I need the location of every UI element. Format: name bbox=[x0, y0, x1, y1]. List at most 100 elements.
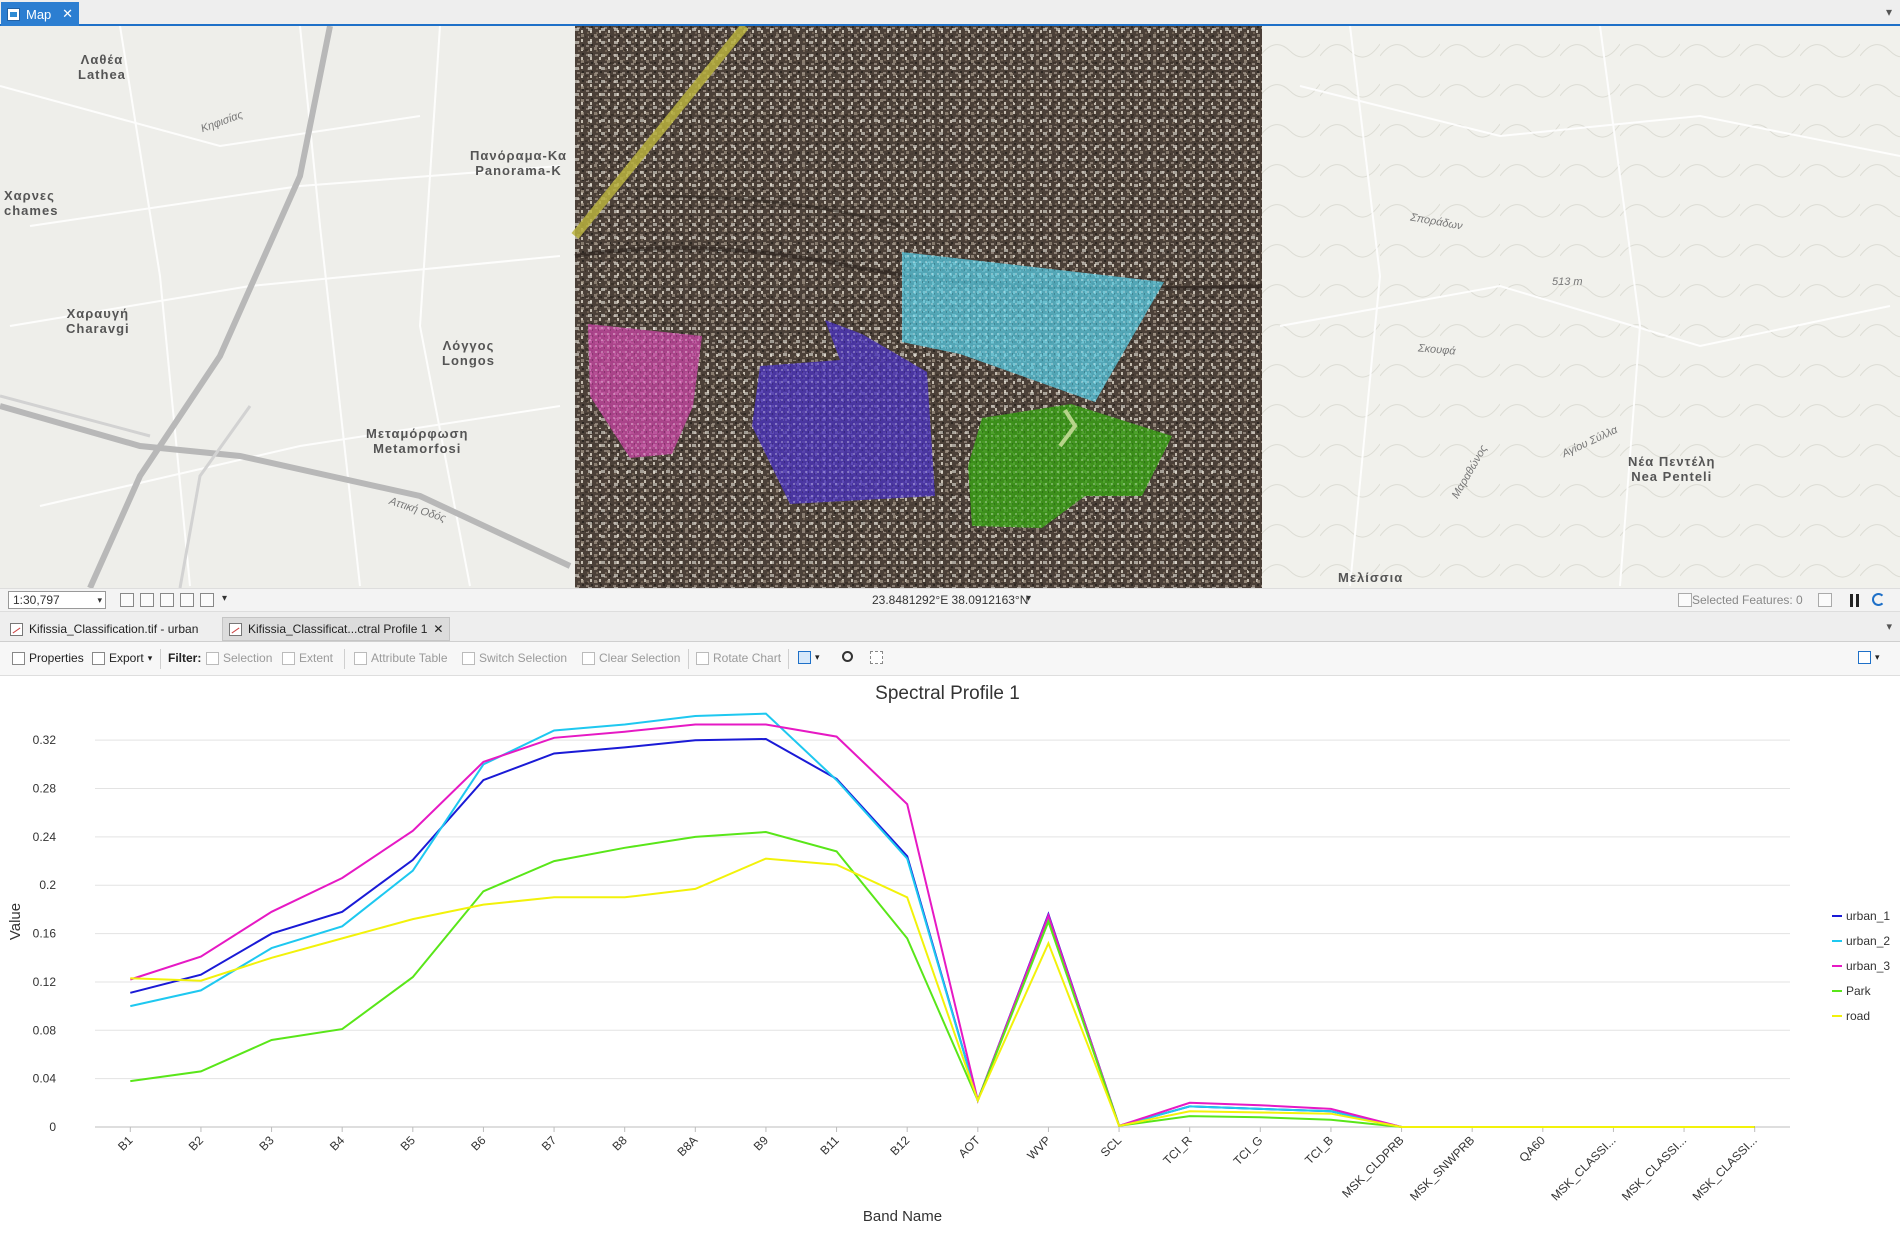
fixed-zoom-icon[interactable] bbox=[120, 593, 134, 607]
x-tick-label: B11 bbox=[817, 1133, 842, 1158]
place-label: Μεταμόρφωση Metamorfosi bbox=[366, 426, 469, 456]
y-tick-label: 0.32 bbox=[33, 733, 57, 747]
switch-selection-button[interactable]: Switch Selection bbox=[462, 651, 567, 665]
x-tick-label: B6 bbox=[468, 1133, 489, 1154]
tab-classification-chart[interactable]: Kifissia_Classification.tif - urban bbox=[4, 617, 204, 641]
toolbar-separator bbox=[160, 649, 161, 669]
x-axis-label: Band Name bbox=[863, 1208, 942, 1225]
selection-label: Selection bbox=[223, 651, 273, 665]
legend-entry: urban_1 bbox=[1846, 909, 1890, 923]
tab-map[interactable]: Map ✕ bbox=[1, 2, 79, 26]
zoom-in-button[interactable] bbox=[842, 651, 853, 662]
clear-selection-button[interactable]: Clear Selection bbox=[582, 651, 680, 665]
chart-toolbar: Properties Export ▾ Filter: Selection Ex… bbox=[0, 642, 1900, 676]
full-extent-icon bbox=[870, 651, 883, 664]
place-label: Χαραυγή Charavgi bbox=[66, 306, 130, 336]
crosshair-icon[interactable] bbox=[180, 593, 194, 607]
x-tick-label: QA60 bbox=[1516, 1133, 1548, 1165]
legend-entry: Park bbox=[1846, 984, 1872, 998]
close-icon[interactable]: ✕ bbox=[433, 622, 444, 636]
chevron-down-icon[interactable]: ▾ bbox=[97, 595, 102, 605]
chart-title: Spectral Profile 1 bbox=[875, 683, 1020, 704]
y-axis-label: Value bbox=[7, 903, 24, 940]
y-tick-label: 0.16 bbox=[33, 927, 57, 941]
clear-selection-label: Clear Selection bbox=[599, 651, 681, 665]
export-button[interactable]: Export ▾ bbox=[92, 651, 152, 665]
refresh-icon[interactable] bbox=[1872, 593, 1885, 606]
x-tick-label: B5 bbox=[398, 1133, 419, 1154]
navigate-icon[interactable] bbox=[200, 593, 214, 607]
place-label: Πανόραμα-Κα Panorama-K bbox=[470, 148, 567, 178]
toolbar-separator bbox=[344, 649, 345, 669]
select-tool-button[interactable]: ▾ bbox=[798, 651, 820, 664]
x-tick-label: MSK_SNWPRB bbox=[1407, 1133, 1477, 1203]
chevron-down-icon[interactable]: ▾ bbox=[222, 593, 228, 604]
x-tick-label: B8 bbox=[610, 1133, 631, 1154]
x-tick-label: SCL bbox=[1098, 1133, 1125, 1160]
toolbar-separator bbox=[688, 649, 689, 669]
series-line-urban_1 bbox=[130, 737, 1755, 1128]
map-icon bbox=[7, 7, 20, 21]
chart-options-button[interactable]: ▾ bbox=[1858, 651, 1880, 664]
chart-svg[interactable]: Spectral Profile 1 0 0.04 0.08 0.12 0.16 0.2 0.… bbox=[0, 676, 1900, 1229]
full-extent-button[interactable] bbox=[870, 651, 883, 664]
x-tick-label: AOT bbox=[956, 1133, 984, 1161]
y-tick-label: 0.28 bbox=[33, 782, 57, 796]
rotate-icon bbox=[696, 651, 709, 665]
chevron-down-icon[interactable]: ▾ bbox=[1886, 621, 1892, 633]
filter-label: Filter: bbox=[168, 651, 201, 665]
y-tick-label: 0.12 bbox=[33, 975, 57, 989]
y-tick-label: 0.04 bbox=[33, 1072, 57, 1086]
x-tick-label: B8A bbox=[674, 1133, 700, 1159]
zoom-icon bbox=[842, 651, 853, 662]
close-icon[interactable]: ✕ bbox=[62, 6, 73, 21]
x-tick-label: TCI_R bbox=[1160, 1133, 1195, 1168]
extent-label: Extent bbox=[299, 651, 334, 665]
list-icon bbox=[1858, 651, 1871, 664]
grid-icon[interactable] bbox=[140, 593, 154, 607]
filter-extent-button[interactable]: Extent bbox=[282, 651, 333, 665]
properties-button[interactable]: Properties bbox=[12, 651, 84, 665]
attribute-table-button[interactable]: Attribute Table bbox=[354, 651, 448, 665]
place-label: Νέα Πεντέλη Nea Penteli bbox=[1628, 454, 1716, 484]
map-view[interactable]: Λαθέα Lathea Χαρνες chames Πανόραμα-Κα Pano… bbox=[0, 26, 1900, 588]
scale-selector[interactable]: 1:30,797 ▾ bbox=[8, 591, 106, 609]
x-tick-label: B4 bbox=[327, 1133, 348, 1154]
x-tick-label: B7 bbox=[539, 1133, 560, 1154]
x-tick-label: MSK_CLASSI... bbox=[1619, 1133, 1689, 1203]
chart-icon bbox=[10, 622, 23, 636]
pause-drawing-icon[interactable] bbox=[1850, 594, 1853, 607]
filter-label-text: Filter: bbox=[168, 651, 202, 665]
x-tick-label: MSK_CLASSI... bbox=[1690, 1133, 1760, 1203]
rotate-chart-label: Rotate Chart bbox=[713, 651, 782, 665]
select-features-icon bbox=[1678, 593, 1692, 607]
filter-selection-button[interactable]: Selection bbox=[206, 651, 272, 665]
export-label: Export bbox=[109, 651, 144, 665]
y-tick-label: 0.08 bbox=[33, 1023, 57, 1037]
toolbar-separator bbox=[788, 649, 789, 669]
legend-entry: urban_3 bbox=[1846, 959, 1890, 973]
rotate-chart-button[interactable]: Rotate Chart bbox=[696, 651, 781, 665]
series-line-urban_2 bbox=[130, 712, 1755, 1128]
map-tab-strip: Map ✕ ▾ bbox=[0, 0, 1900, 26]
spectral-profile-chart[interactable]: Spectral Profile 1 0 0.04 0.08 0.12 0.16 0.2 0.… bbox=[0, 676, 1900, 1229]
properties-icon bbox=[12, 651, 25, 665]
place-label: Λαθέα Lathea bbox=[78, 52, 126, 82]
map-canvas[interactable] bbox=[0, 26, 1900, 588]
chart-icon bbox=[229, 622, 242, 636]
chevron-down-icon[interactable]: ▾ bbox=[1885, 5, 1892, 19]
filter-icon bbox=[282, 651, 295, 665]
x-tick-label: WVP bbox=[1024, 1133, 1053, 1162]
attribute-table-label: Attribute Table bbox=[371, 651, 448, 665]
tab-spectral-profile[interactable]: Kifissia_Classificat...ctral Profile 1 ✕ bbox=[222, 617, 451, 641]
switch-selection-label: Switch Selection bbox=[479, 651, 568, 665]
y-tick-label: 0.24 bbox=[33, 830, 57, 844]
x-tick-label: B12 bbox=[887, 1133, 912, 1158]
chevron-down-icon[interactable]: ▾ bbox=[1026, 593, 1032, 604]
clear-selection-icon[interactable] bbox=[1818, 593, 1832, 607]
scale-value: 1:30,797 bbox=[13, 593, 60, 607]
snapping-icon[interactable] bbox=[160, 593, 174, 607]
y-tick-label: 0 bbox=[49, 1120, 56, 1134]
map-status-bar: 1:30,797 ▾ ▾ 23.8481292°E 38.0912163°N ▾… bbox=[0, 588, 1900, 612]
chart-tab-strip: Kifissia_Classification.tif - urban Kifi… bbox=[0, 612, 1900, 642]
